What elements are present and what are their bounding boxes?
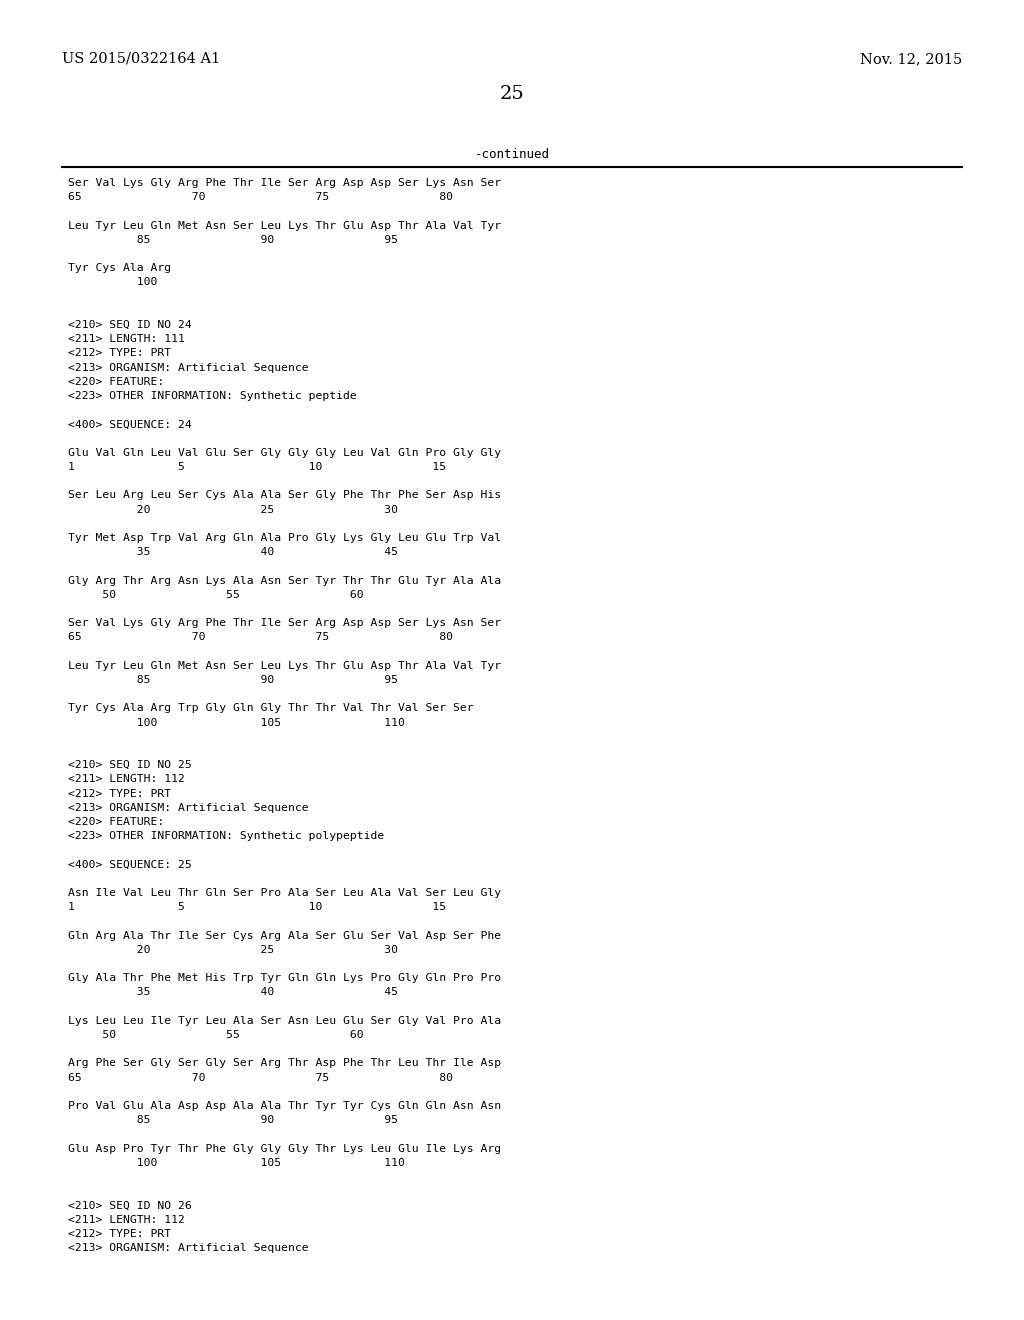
Text: Asn Ile Val Leu Thr Gln Ser Pro Ala Ser Leu Ala Val Ser Leu Gly: Asn Ile Val Leu Thr Gln Ser Pro Ala Ser … — [68, 888, 501, 898]
Text: 20                25                30: 20 25 30 — [68, 945, 398, 954]
Text: <210> SEQ ID NO 26: <210> SEQ ID NO 26 — [68, 1200, 191, 1210]
Text: 50                55                60: 50 55 60 — [68, 1030, 364, 1040]
Text: <220> FEATURE:: <220> FEATURE: — [68, 376, 164, 387]
Text: US 2015/0322164 A1: US 2015/0322164 A1 — [62, 51, 220, 66]
Text: 65                70                75                80: 65 70 75 80 — [68, 1073, 453, 1082]
Text: 50                55                60: 50 55 60 — [68, 590, 364, 599]
Text: -continued: -continued — [474, 148, 550, 161]
Text: Lys Leu Leu Ile Tyr Leu Ala Ser Asn Leu Glu Ser Gly Val Pro Ala: Lys Leu Leu Ile Tyr Leu Ala Ser Asn Leu … — [68, 1016, 501, 1026]
Text: 25: 25 — [500, 84, 524, 103]
Text: <400> SEQUENCE: 25: <400> SEQUENCE: 25 — [68, 859, 191, 870]
Text: Glu Asp Pro Tyr Thr Phe Gly Gly Gly Thr Lys Leu Glu Ile Lys Arg: Glu Asp Pro Tyr Thr Phe Gly Gly Gly Thr … — [68, 1143, 501, 1154]
Text: 100               105               110: 100 105 110 — [68, 718, 404, 727]
Text: <223> OTHER INFORMATION: Synthetic peptide: <223> OTHER INFORMATION: Synthetic pepti… — [68, 391, 356, 401]
Text: Tyr Met Asp Trp Val Arg Gln Ala Pro Gly Lys Gly Leu Glu Trp Val: Tyr Met Asp Trp Val Arg Gln Ala Pro Gly … — [68, 533, 501, 543]
Text: Pro Val Glu Ala Asp Asp Ala Ala Thr Tyr Tyr Cys Gln Gln Asn Asn: Pro Val Glu Ala Asp Asp Ala Ala Thr Tyr … — [68, 1101, 501, 1111]
Text: <212> TYPE: PRT: <212> TYPE: PRT — [68, 348, 171, 359]
Text: 65                70                75                80: 65 70 75 80 — [68, 632, 453, 643]
Text: <400> SEQUENCE: 24: <400> SEQUENCE: 24 — [68, 420, 191, 429]
Text: Arg Phe Ser Gly Ser Gly Ser Arg Thr Asp Phe Thr Leu Thr Ile Asp: Arg Phe Ser Gly Ser Gly Ser Arg Thr Asp … — [68, 1059, 501, 1068]
Text: 100: 100 — [68, 277, 158, 288]
Text: 65                70                75                80: 65 70 75 80 — [68, 193, 453, 202]
Text: Leu Tyr Leu Gln Met Asn Ser Leu Lys Thr Glu Asp Thr Ala Val Tyr: Leu Tyr Leu Gln Met Asn Ser Leu Lys Thr … — [68, 661, 501, 671]
Text: 1               5                  10                15: 1 5 10 15 — [68, 462, 446, 473]
Text: Tyr Cys Ala Arg: Tyr Cys Ala Arg — [68, 263, 171, 273]
Text: <211> LENGTH: 111: <211> LENGTH: 111 — [68, 334, 185, 345]
Text: 85                90                95: 85 90 95 — [68, 235, 398, 244]
Text: 35                40                45: 35 40 45 — [68, 548, 398, 557]
Text: Gly Arg Thr Arg Asn Lys Ala Asn Ser Tyr Thr Thr Glu Tyr Ala Ala: Gly Arg Thr Arg Asn Lys Ala Asn Ser Tyr … — [68, 576, 501, 586]
Text: Nov. 12, 2015: Nov. 12, 2015 — [860, 51, 962, 66]
Text: <212> TYPE: PRT: <212> TYPE: PRT — [68, 788, 171, 799]
Text: 100               105               110: 100 105 110 — [68, 1158, 404, 1168]
Text: 85                90                95: 85 90 95 — [68, 675, 398, 685]
Text: <213> ORGANISM: Artificial Sequence: <213> ORGANISM: Artificial Sequence — [68, 1243, 308, 1253]
Text: <210> SEQ ID NO 25: <210> SEQ ID NO 25 — [68, 760, 191, 770]
Text: Leu Tyr Leu Gln Met Asn Ser Leu Lys Thr Glu Asp Thr Ala Val Tyr: Leu Tyr Leu Gln Met Asn Ser Leu Lys Thr … — [68, 220, 501, 231]
Text: <223> OTHER INFORMATION: Synthetic polypeptide: <223> OTHER INFORMATION: Synthetic polyp… — [68, 832, 384, 841]
Text: 35                40                45: 35 40 45 — [68, 987, 398, 998]
Text: Glu Val Gln Leu Val Glu Ser Gly Gly Gly Leu Val Gln Pro Gly Gly: Glu Val Gln Leu Val Glu Ser Gly Gly Gly … — [68, 447, 501, 458]
Text: 85                90                95: 85 90 95 — [68, 1115, 398, 1125]
Text: <211> LENGTH: 112: <211> LENGTH: 112 — [68, 775, 185, 784]
Text: <220> FEATURE:: <220> FEATURE: — [68, 817, 164, 828]
Text: Ser Leu Arg Leu Ser Cys Ala Ala Ser Gly Phe Thr Phe Ser Asp His: Ser Leu Arg Leu Ser Cys Ala Ala Ser Gly … — [68, 491, 501, 500]
Text: <212> TYPE: PRT: <212> TYPE: PRT — [68, 1229, 171, 1238]
Text: Gly Ala Thr Phe Met His Trp Tyr Gln Gln Lys Pro Gly Gln Pro Pro: Gly Ala Thr Phe Met His Trp Tyr Gln Gln … — [68, 973, 501, 983]
Text: 20                25                30: 20 25 30 — [68, 504, 398, 515]
Text: Ser Val Lys Gly Arg Phe Thr Ile Ser Arg Asp Asp Ser Lys Asn Ser: Ser Val Lys Gly Arg Phe Thr Ile Ser Arg … — [68, 178, 501, 187]
Text: Tyr Cys Ala Arg Trp Gly Gln Gly Thr Thr Val Thr Val Ser Ser: Tyr Cys Ala Arg Trp Gly Gln Gly Thr Thr … — [68, 704, 474, 713]
Text: Ser Val Lys Gly Arg Phe Thr Ile Ser Arg Asp Asp Ser Lys Asn Ser: Ser Val Lys Gly Arg Phe Thr Ile Ser Arg … — [68, 618, 501, 628]
Text: <210> SEQ ID NO 24: <210> SEQ ID NO 24 — [68, 319, 191, 330]
Text: Gln Arg Ala Thr Ile Ser Cys Arg Ala Ser Glu Ser Val Asp Ser Phe: Gln Arg Ala Thr Ile Ser Cys Arg Ala Ser … — [68, 931, 501, 941]
Text: <213> ORGANISM: Artificial Sequence: <213> ORGANISM: Artificial Sequence — [68, 803, 308, 813]
Text: 1               5                  10                15: 1 5 10 15 — [68, 902, 446, 912]
Text: <213> ORGANISM: Artificial Sequence: <213> ORGANISM: Artificial Sequence — [68, 363, 308, 372]
Text: <211> LENGTH: 112: <211> LENGTH: 112 — [68, 1214, 185, 1225]
